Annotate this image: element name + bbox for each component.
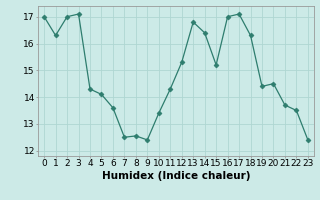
- X-axis label: Humidex (Indice chaleur): Humidex (Indice chaleur): [102, 171, 250, 181]
